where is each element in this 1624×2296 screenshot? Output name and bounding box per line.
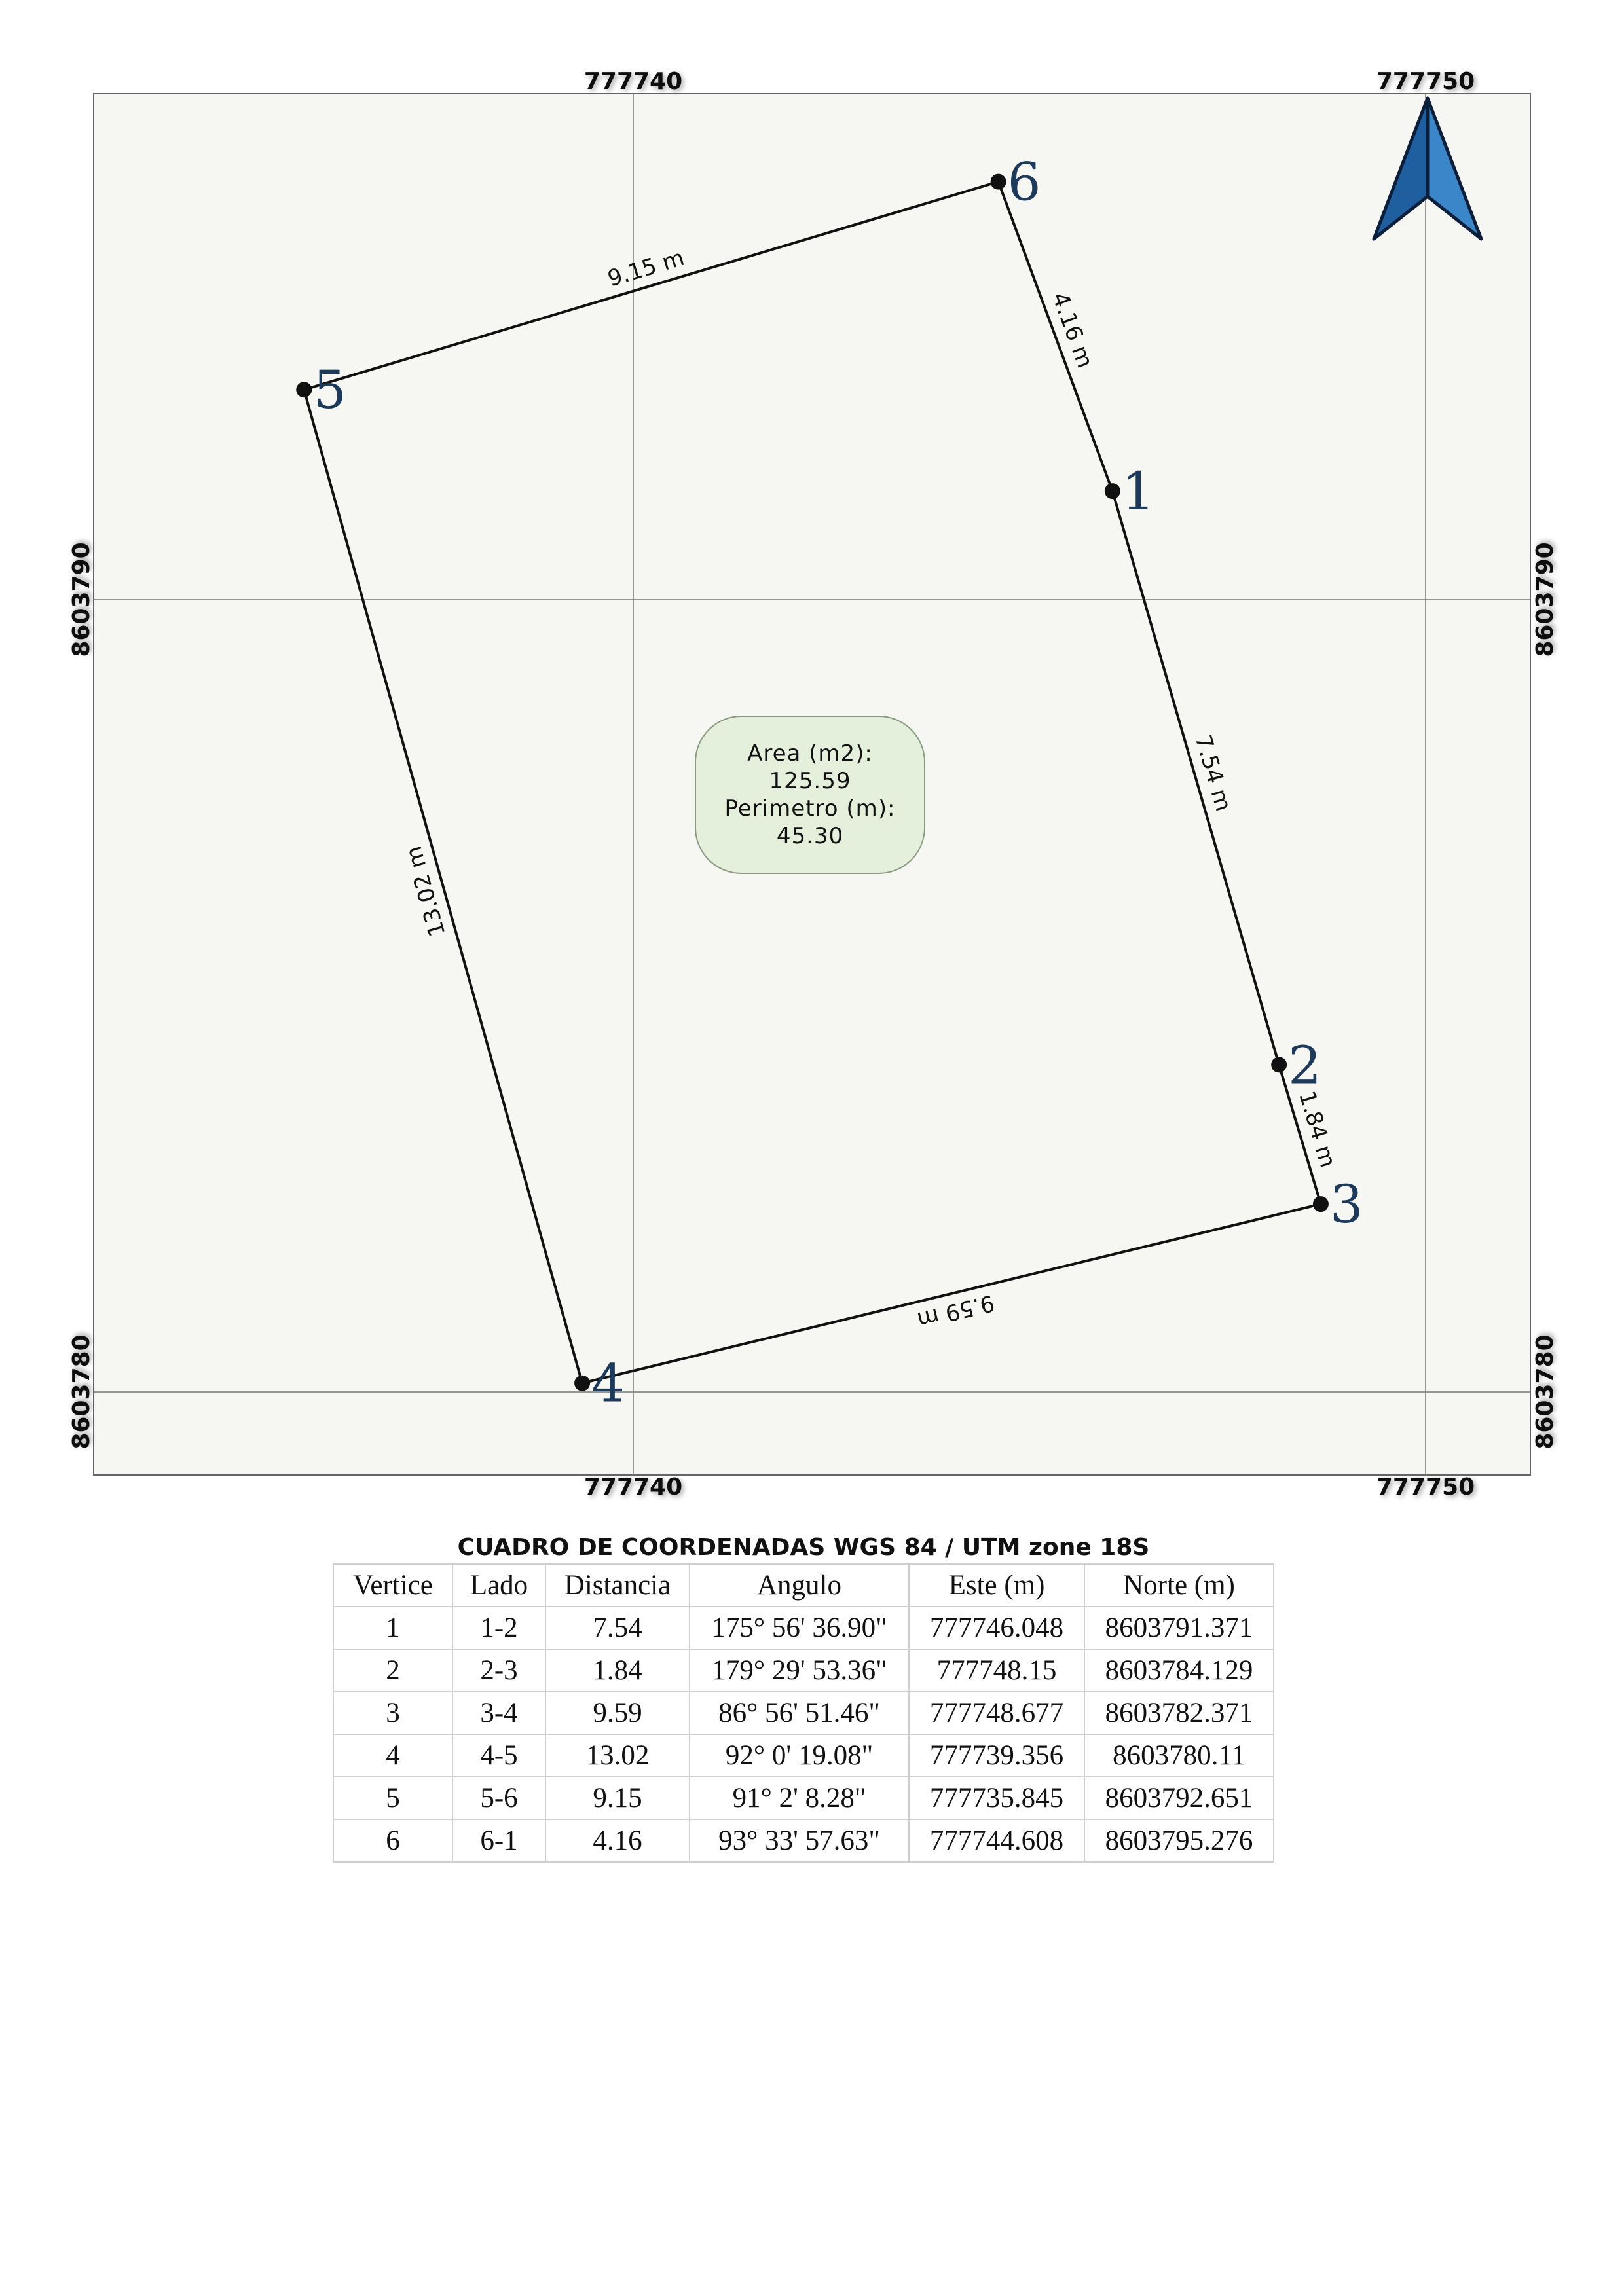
cell-lado: 4-5 xyxy=(452,1734,546,1777)
vertex-point xyxy=(574,1375,591,1391)
parcel-layer: 7.54 m1.84 m9.59 m13.02 m9.15 m4.16 m123… xyxy=(296,152,1363,1414)
cell-angulo: 91° 2' 8.28" xyxy=(689,1776,910,1820)
grid-label-bottom-777750: 777750 xyxy=(1376,1474,1475,1501)
cell-angulo: 93° 33' 57.63" xyxy=(689,1819,910,1863)
grid-label-top-777750: 777750 xyxy=(1376,68,1475,95)
vertex-label: 1 xyxy=(1122,461,1155,522)
cell-vertice: 4 xyxy=(333,1734,453,1777)
vertex-point xyxy=(296,382,312,398)
cell-distancia: 7.54 xyxy=(545,1606,690,1650)
cell-angulo: 92° 0' 19.08" xyxy=(689,1734,910,1777)
cell-lado: 1-2 xyxy=(452,1606,546,1650)
grid-label-left-8603780: 8603780 xyxy=(68,1334,95,1449)
grid-label-left-8603790: 8603790 xyxy=(68,542,95,657)
header-norte: Norte (m) xyxy=(1084,1563,1274,1607)
cell-este: 777744.608 xyxy=(908,1819,1085,1863)
cell-vertice: 1 xyxy=(333,1606,453,1650)
info-area-label: Area (m2): xyxy=(747,740,873,767)
cell-este: 777748.677 xyxy=(908,1691,1085,1735)
cell-vertice: 6 xyxy=(333,1819,453,1863)
grid-label-right-8603790: 8603790 xyxy=(1532,542,1559,657)
cell-distancia: 9.15 xyxy=(545,1776,690,1820)
table-row: 2 2-3 1.84 179° 29' 53.36" 777748.15 860… xyxy=(333,1649,1274,1692)
info-perimeter-value: 45.30 xyxy=(777,823,843,849)
table-header-row: Vertice Lado Distancia Angulo Este (m) N… xyxy=(333,1563,1274,1607)
cell-lado: 2-3 xyxy=(452,1649,546,1692)
cell-norte: 8603795.276 xyxy=(1084,1819,1274,1863)
plot-map: 777740 777750 777740 777750 8603790 8603… xyxy=(68,68,1559,1501)
info-perimeter-label: Perimetro (m): xyxy=(725,795,896,822)
cell-norte: 8603792.651 xyxy=(1084,1776,1274,1820)
coordinates-table: Vertice Lado Distancia Angulo Este (m) N… xyxy=(333,1563,1274,1863)
vertex-point xyxy=(1271,1057,1287,1073)
cell-vertice: 5 xyxy=(333,1776,453,1820)
cell-distancia: 13.02 xyxy=(545,1734,690,1777)
vertex-label: 3 xyxy=(1330,1174,1363,1235)
cell-lado: 6-1 xyxy=(452,1819,546,1863)
table-row: 5 5-6 9.15 91° 2' 8.28" 777735.845 86037… xyxy=(333,1776,1274,1820)
cell-norte: 8603784.129 xyxy=(1084,1649,1274,1692)
cell-lado: 3-4 xyxy=(452,1691,546,1735)
vertex-label: 6 xyxy=(1008,152,1041,213)
header-angulo: Angulo xyxy=(689,1563,910,1607)
cell-vertice: 3 xyxy=(333,1691,453,1735)
vertex-point xyxy=(1104,483,1120,500)
vertex-label: 5 xyxy=(313,359,346,420)
header-lado: Lado xyxy=(452,1563,546,1607)
cell-angulo: 179° 29' 53.36" xyxy=(689,1649,910,1692)
info-box xyxy=(695,716,925,874)
table-title: CUADRO DE COORDENADAS WGS 84 / UTM zone … xyxy=(457,1534,1150,1561)
info-area-value: 125.59 xyxy=(769,768,851,794)
cell-este: 777746.048 xyxy=(908,1606,1085,1650)
cell-lado: 5-6 xyxy=(452,1776,546,1820)
grid-label-right-8603780: 8603780 xyxy=(1532,1334,1559,1449)
table-row: 6 6-1 4.16 93° 33' 57.63" 777744.608 860… xyxy=(333,1819,1274,1863)
cell-angulo: 175° 56' 36.90" xyxy=(689,1606,910,1650)
header-este: Este (m) xyxy=(908,1563,1085,1607)
cell-angulo: 86° 56' 51.46" xyxy=(689,1691,910,1735)
header-vertice: Vertice xyxy=(333,1563,453,1607)
north-arrow-icon xyxy=(1372,96,1483,241)
cell-norte: 8603780.11 xyxy=(1084,1734,1274,1777)
cell-norte: 8603791.371 xyxy=(1084,1606,1274,1650)
cell-este: 777739.356 xyxy=(908,1734,1085,1777)
table-row: 4 4-5 13.02 92° 0' 19.08" 777739.356 860… xyxy=(333,1734,1274,1777)
table-row: 3 3-4 9.59 86° 56' 51.46" 777748.677 860… xyxy=(333,1691,1274,1735)
cell-este: 777735.845 xyxy=(908,1776,1085,1820)
cell-norte: 8603782.371 xyxy=(1084,1691,1274,1735)
cell-distancia: 1.84 xyxy=(545,1649,690,1692)
cell-vertice: 2 xyxy=(333,1649,453,1692)
cell-distancia: 9.59 xyxy=(545,1691,690,1735)
cell-este: 777748.15 xyxy=(908,1649,1085,1692)
header-distancia: Distancia xyxy=(545,1563,690,1607)
vertex-point xyxy=(990,173,1006,190)
table-row: 1 1-2 7.54 175° 56' 36.90" 777746.048 86… xyxy=(333,1606,1274,1650)
cell-distancia: 4.16 xyxy=(545,1819,690,1863)
vertex-point xyxy=(1312,1196,1329,1212)
grid-label-top-777740: 777740 xyxy=(584,68,682,95)
vertex-label: 4 xyxy=(591,1353,625,1414)
grid-label-bottom-777740: 777740 xyxy=(584,1474,682,1501)
vertex-label: 2 xyxy=(1288,1034,1321,1095)
coordinates-table-section: CUADRO DE COORDENADAS WGS 84 / UTM zone … xyxy=(333,1532,1274,1863)
